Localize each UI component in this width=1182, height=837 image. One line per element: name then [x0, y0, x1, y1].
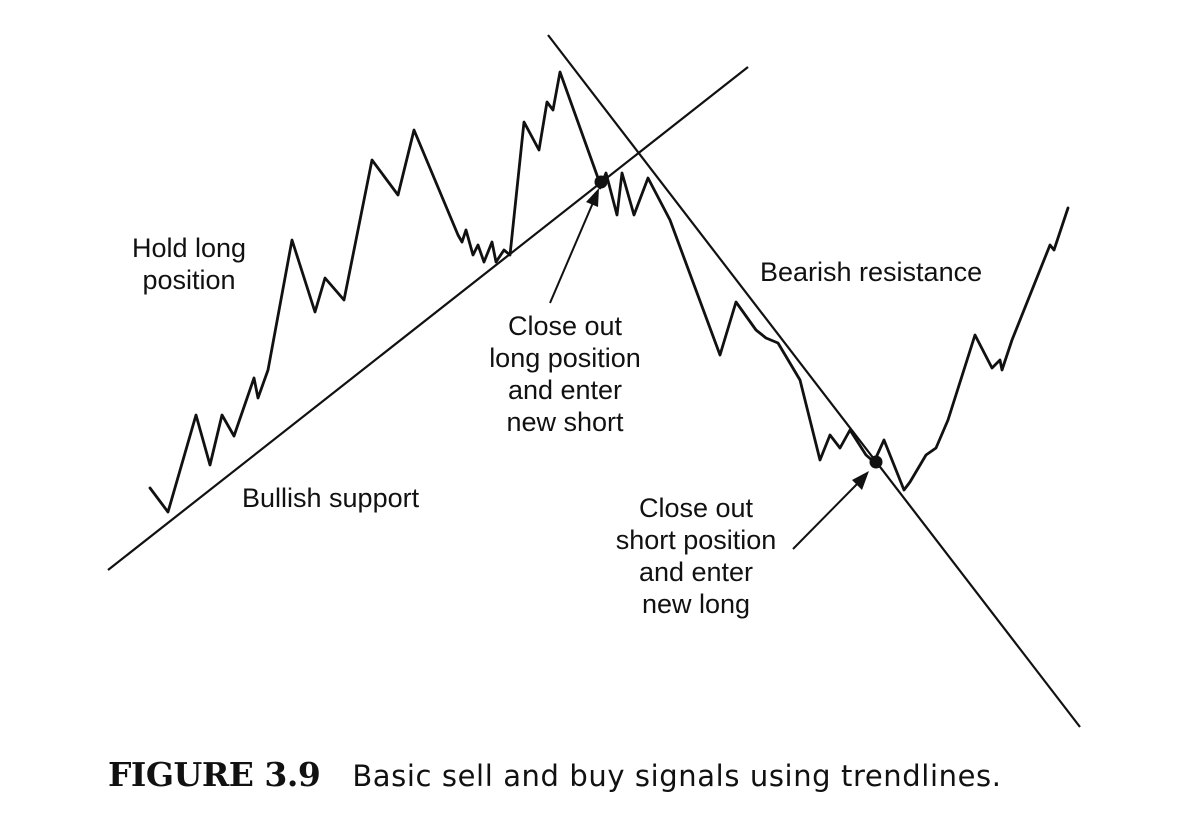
price-line [148, 70, 1070, 514]
buy-signal-arrow [792, 471, 869, 550]
bullish-support-trendline [107, 66, 749, 571]
trendline-diagram [107, 34, 1081, 728]
close-long-signal-label: Close out long position and enter new sh… [489, 311, 641, 437]
figure-caption: FIGURE 3.9 Basic sell and buy signals usi… [108, 755, 1108, 794]
bullish-support-label: Bullish support [242, 483, 420, 513]
bearish-resistance-label: Bearish resistance [760, 257, 983, 287]
buy-signal-point [869, 455, 883, 469]
figure-caption-text: Basic sell and buy signals using trendli… [352, 759, 1002, 793]
bearish-resistance-trendline [547, 34, 1081, 728]
close-short-signal-label: Close out short position and enter new l… [615, 493, 777, 619]
sell-signal-point [594, 175, 608, 189]
hold-long-position-label: Hold long position [132, 233, 247, 295]
sell-signal-arrow [549, 188, 599, 304]
figure-number: FIGURE 3.9 [108, 755, 321, 794]
